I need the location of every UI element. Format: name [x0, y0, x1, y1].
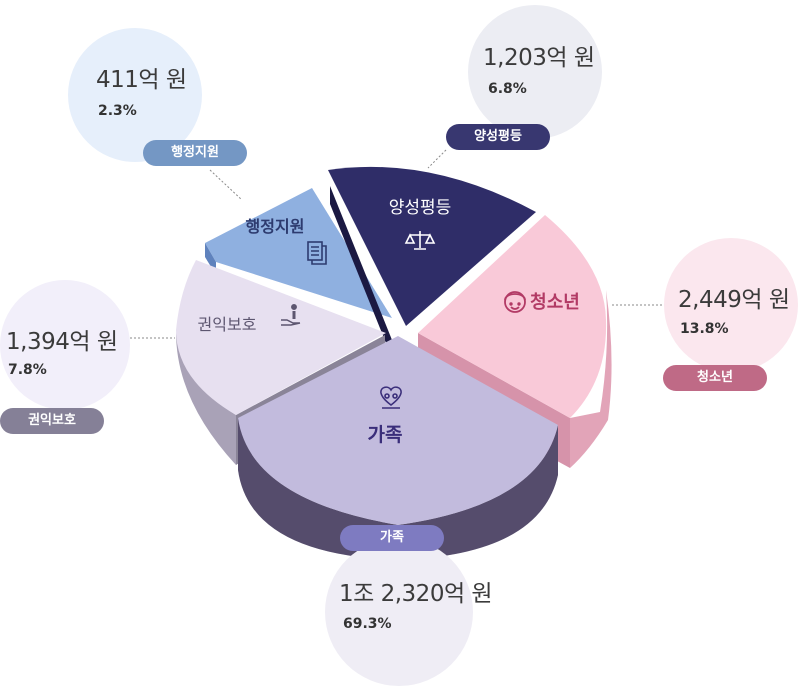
percent-rights: 7.8%: [8, 362, 47, 378]
pie-slice-gender-side: [330, 186, 392, 358]
slice-label-admin: 행정지원: [246, 217, 305, 236]
percent-family: 69.3%: [343, 616, 392, 632]
amount-gender: 1,203억 원: [483, 45, 595, 71]
pie-slice-rights: [176, 260, 386, 415]
bubble-rights: 1,394억 원 7.8%: [0, 280, 130, 410]
slice-label-gender: 양성평등: [389, 198, 452, 218]
pill-family: 가족: [340, 525, 444, 551]
bubble-admin: 411억 원 2.3%: [68, 28, 202, 162]
bubble-gender: 1,203억 원 6.8%: [468, 5, 602, 139]
slice-label-family: 가족: [368, 424, 403, 446]
amount-rights: 1,394억 원: [6, 329, 118, 355]
percent-gender: 6.8%: [488, 81, 527, 97]
smiling-face-icon: [504, 291, 526, 313]
pill-admin: 행정지원: [143, 140, 247, 166]
pie-slice-admin: [205, 188, 392, 318]
heart-people-icon: [380, 386, 402, 409]
hand-person-icon: [281, 304, 301, 326]
pie-slice-family-shade: [238, 418, 558, 560]
amount-family: 1조 2,320억 원: [339, 581, 493, 607]
bubble-youth: 2,449억 원 13.8%: [664, 238, 798, 372]
percent-admin: 2.3%: [98, 103, 137, 119]
amount-youth: 2,449억 원: [678, 287, 790, 313]
slice-label-rights: 권익보호: [198, 315, 257, 334]
slice-label-youth: 청소년: [530, 292, 580, 313]
pie-slice-gender: [328, 166, 536, 326]
bubble-family: 1조 2,320억 원 69.3%: [325, 538, 493, 686]
amount-admin: 411억 원: [96, 67, 187, 93]
scales-icon: [404, 231, 436, 250]
pill-youth: 청소년: [663, 365, 767, 391]
percent-youth: 13.8%: [680, 321, 729, 337]
pie-slice-family: [238, 336, 558, 525]
pie-slice-youth-side: [570, 290, 612, 468]
pill-rights: 권익보호: [0, 408, 104, 434]
pie-slice-rights-side: [176, 332, 236, 465]
pill-gender: 양성평등: [446, 124, 550, 150]
pie-slice-youth: [418, 215, 607, 418]
document-icon: [307, 241, 327, 265]
pie-slice-family-side: [238, 418, 558, 560]
